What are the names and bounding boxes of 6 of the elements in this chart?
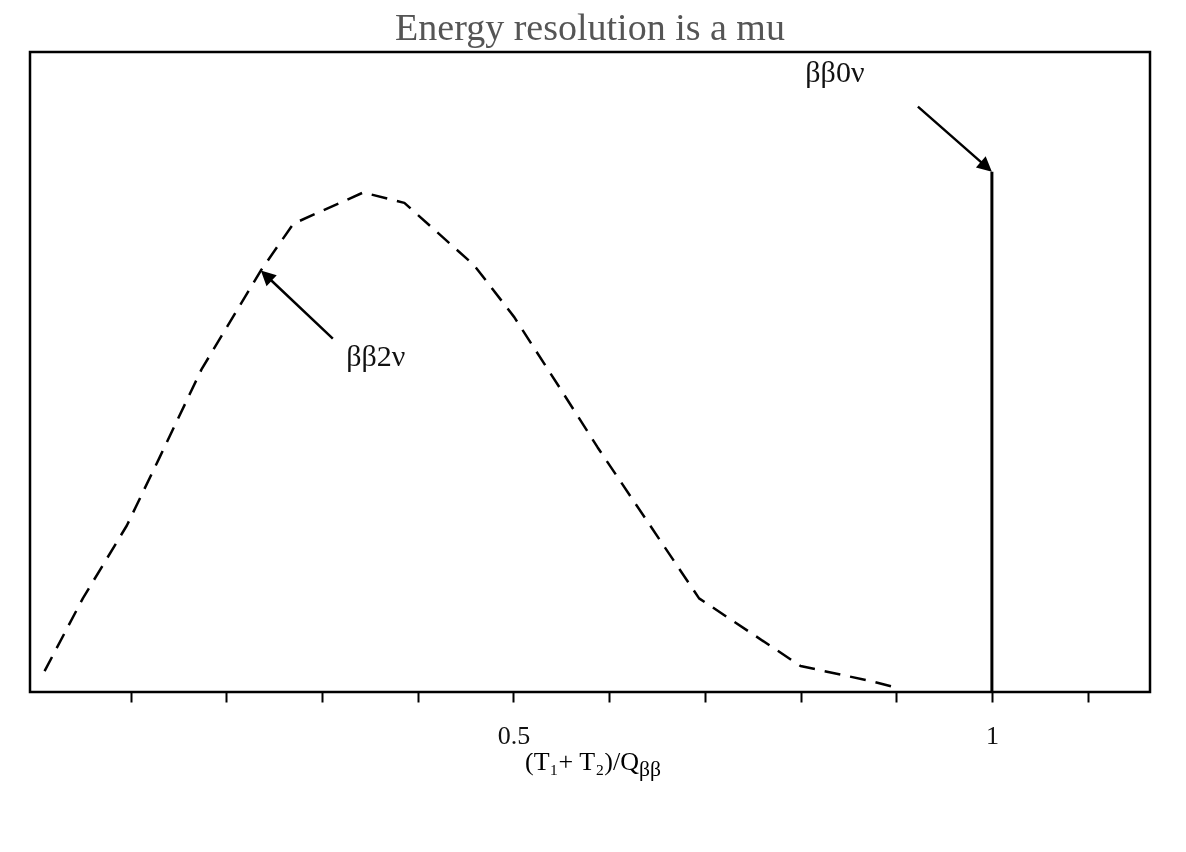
x-tick-label: 0.5 bbox=[497, 720, 531, 750]
annotation: ββ2ν bbox=[346, 338, 406, 372]
x-axis-title: (T₁+ T₂)/Q$_{ββ}$ bbox=[525, 747, 661, 782]
chart-title: Energy resolution is a mu bbox=[395, 6, 785, 48]
x-tick-label: 1 bbox=[985, 720, 999, 750]
text: ββ0ν bbox=[805, 54, 865, 88]
